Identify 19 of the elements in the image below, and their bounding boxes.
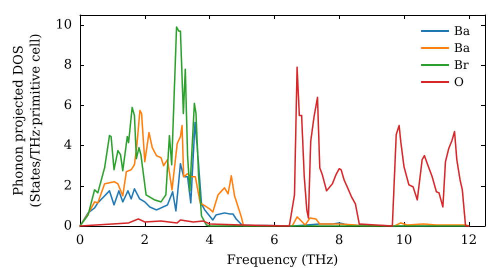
x-tick-label: 12: [460, 233, 478, 248]
x-tick-label: 10: [396, 233, 412, 248]
y-tick-label: 10: [55, 18, 72, 33]
x-tick-label: 2: [140, 233, 149, 248]
y-tick-label: 2: [64, 178, 72, 194]
legend-label: O: [454, 75, 464, 89]
y-tick-label: 8: [64, 58, 72, 73]
y-tick-label: 0: [64, 218, 72, 234]
x-tick-label: 8: [335, 233, 344, 248]
x-tick-label: 4: [205, 233, 214, 248]
x-axis-title: Frequency (THz): [226, 252, 338, 268]
y-tick-label: 6: [64, 98, 72, 113]
legend-label: Ba: [454, 24, 470, 38]
x-tick-label: 6: [270, 233, 279, 248]
legend-label: Ba: [454, 41, 470, 55]
x-tick-label: 0: [76, 233, 84, 248]
y-axis-title: Phonon projected DOS (States/THz·primitive cell): [12, 33, 44, 208]
legend-label: Br: [454, 58, 469, 72]
y-tick-label: 4: [64, 138, 72, 154]
